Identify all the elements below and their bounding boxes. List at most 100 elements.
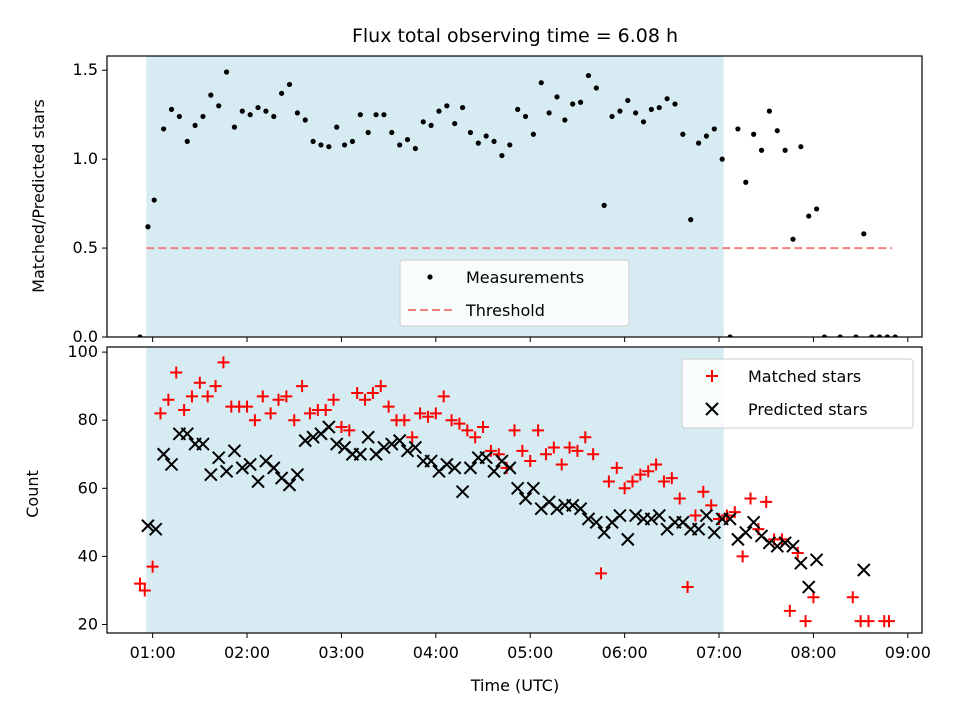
predicted-star-point — [306, 430, 320, 444]
predicted-star-point — [330, 437, 344, 451]
top-legend: Measurements Threshold — [399, 259, 630, 327]
matched-star-point — [508, 424, 521, 437]
predicted-star-point — [809, 553, 824, 567]
predicted-star-point — [699, 508, 714, 523]
measurement-point — [774, 128, 780, 134]
matched-star-point — [453, 417, 466, 430]
measurement-point — [412, 145, 418, 152]
measurement-point — [491, 138, 497, 144]
predicted-star-point — [510, 481, 525, 496]
measurement-point — [719, 156, 725, 162]
matched-star-point — [445, 414, 458, 427]
matched-star-point — [681, 581, 694, 594]
measurement-point — [758, 147, 765, 153]
matched-star-point — [272, 393, 285, 406]
matched-star-point — [319, 403, 332, 416]
top-axes-frame — [106, 55, 923, 338]
measurement-point — [381, 112, 387, 118]
measurement-point — [633, 110, 639, 116]
predicted-star-point — [455, 484, 470, 499]
measurement-point — [570, 101, 576, 107]
measurement-point — [876, 334, 883, 337]
predicted-star-point — [212, 450, 226, 465]
measurement-point — [365, 129, 371, 136]
measurement-point — [389, 129, 395, 136]
measurement-point — [782, 147, 788, 153]
predicted-star-point — [802, 580, 816, 594]
measurement-point — [151, 197, 157, 203]
measurement-point — [302, 117, 308, 123]
matched-star-point — [862, 615, 875, 628]
predicted-star-point — [282, 478, 297, 492]
predicted-star-point — [164, 457, 179, 472]
bottom-y-tick-label: 80 — [78, 410, 98, 429]
top-y-tick-label: 1.5 — [73, 60, 98, 79]
measurement-point — [231, 124, 238, 130]
matched-star-point — [178, 403, 191, 416]
measurement-point — [200, 113, 206, 120]
measurement-point — [515, 106, 521, 112]
x-tick-label: 01:00 — [130, 643, 176, 662]
measurement-point — [286, 81, 293, 88]
bottom-y-tick-label: 40 — [78, 546, 98, 565]
predicted-star-point — [644, 512, 659, 526]
top-panel: 0.0 0.5 1.0 1.5 Measurements Threshold — [73, 55, 923, 346]
matched-star-point — [665, 472, 678, 485]
matched-star-point — [484, 444, 497, 457]
matched-star-point — [209, 380, 222, 393]
matched-star-point — [421, 410, 434, 423]
measurement-point — [648, 106, 654, 112]
measurement-point — [192, 122, 198, 128]
matched-star-point — [650, 458, 663, 471]
measurement-point — [790, 236, 796, 242]
measurement-point — [617, 108, 623, 114]
measurement-point — [861, 231, 867, 237]
bottom-legend-box — [681, 358, 914, 429]
matched-star-point — [351, 386, 364, 399]
measurement-point — [530, 131, 536, 137]
measurement-point — [813, 206, 820, 212]
measurement-point — [357, 112, 363, 118]
matched-star-point — [359, 393, 372, 406]
predicted-star-point — [219, 464, 234, 478]
matched-star-point — [327, 393, 340, 406]
measurement-point — [585, 72, 592, 79]
predicted-star-point — [353, 447, 368, 461]
predicted-star-point — [573, 502, 588, 516]
matched-star-point — [807, 591, 820, 604]
matched-star-point — [437, 390, 450, 403]
predicted-star-point — [149, 522, 163, 536]
predicted-star-point — [463, 461, 478, 475]
measurement-point — [751, 131, 757, 137]
bottom-axes-frame — [106, 346, 923, 634]
measurement-point — [145, 224, 151, 230]
top-y-tick-label: 0.5 — [73, 238, 98, 257]
predicted-star-point — [581, 512, 596, 526]
measurement-point — [664, 96, 670, 102]
matched-star-point — [146, 560, 159, 573]
measurement-point — [168, 106, 175, 112]
measurement-point — [688, 217, 694, 223]
predicted-star-point — [566, 498, 580, 513]
matched-star-point — [138, 584, 151, 597]
predicted-star-point — [180, 427, 194, 441]
matched-star-point — [555, 458, 568, 471]
matched-star-point — [414, 407, 427, 420]
matched-star-point — [760, 495, 773, 508]
measurement-point — [334, 124, 340, 130]
predicted-star-point — [621, 532, 635, 547]
matched-star-point — [705, 499, 718, 512]
measurement-point — [216, 103, 222, 109]
measurement-point — [318, 142, 324, 148]
measurement-point — [680, 131, 686, 137]
measurement-point — [884, 334, 890, 337]
bottom-legend: Matched stars Predicted stars — [681, 358, 914, 429]
matched-star-point — [303, 407, 316, 420]
bottom-y-tick-label: 60 — [78, 478, 98, 497]
measurement-point — [404, 136, 411, 143]
matched-star-point — [571, 444, 584, 457]
matched-star-point — [366, 386, 379, 399]
measurement-point — [892, 334, 898, 337]
predicted-star-point — [479, 450, 493, 465]
matched-star-point — [477, 421, 490, 434]
